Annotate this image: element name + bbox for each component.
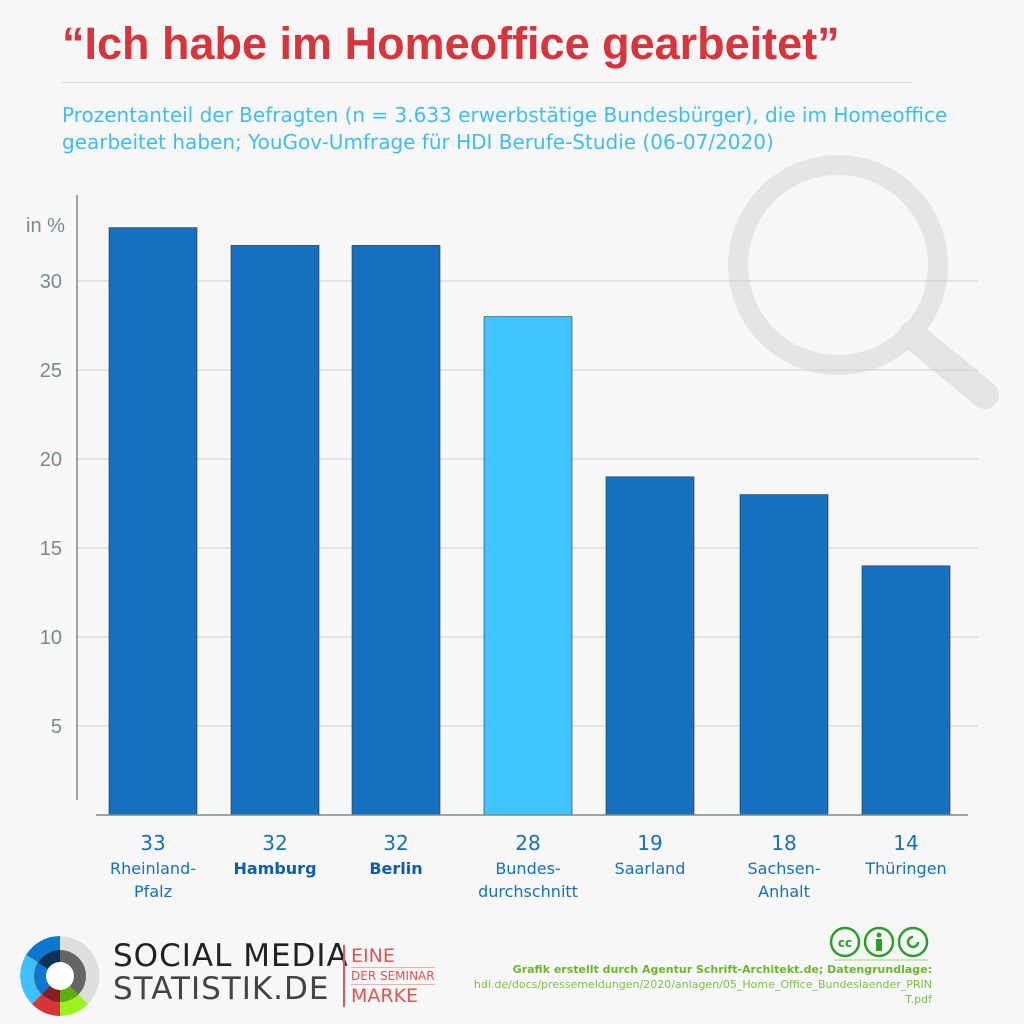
bar [861, 565, 951, 816]
value-label: 28 [515, 831, 540, 855]
bar [605, 476, 695, 816]
category-label: Pfalz [134, 882, 172, 901]
brand-name: SOCIAL MEDIA STATISTIK.DE [113, 940, 349, 1006]
cc-icon [829, 926, 861, 958]
by-icon [863, 926, 895, 958]
category-label: Bundes- [495, 859, 560, 878]
category-label: Anhalt [758, 882, 810, 901]
category-label: durchschnitt [478, 882, 578, 901]
source-link-end[interactable]: T.pdf [905, 993, 932, 1006]
y-tick-label: 30 [40, 271, 62, 293]
category-label: Thüringen [864, 859, 946, 878]
source-link[interactable]: hdi.de/docs/pressemeldungen/2020/anlagen… [473, 978, 932, 991]
seminar-brand-badge: EINE DER SEMINAR MARKE [343, 945, 435, 1007]
bar [230, 245, 320, 816]
category-label: Hamburg [233, 859, 316, 878]
chart-title: “Ich habe im Homeoffice gearbeitet” [62, 18, 840, 69]
value-label: 33 [140, 831, 165, 855]
brand-line-2: STATISTIK.DE [113, 971, 330, 1007]
y-tick-label: 25 [40, 360, 62, 382]
value-label: 18 [771, 831, 796, 855]
seminar-bottom: MARKE [351, 985, 419, 1007]
value-label: 14 [893, 831, 918, 855]
seminar-mid: DER SEMINAR [351, 967, 435, 985]
title-divider [62, 82, 912, 83]
y-axis-label: in % [26, 215, 65, 237]
y-tick-label: 10 [40, 627, 62, 649]
category-label: Sachsen- [748, 859, 821, 878]
category-label: Saarland [615, 859, 686, 878]
category-label: Berlin [369, 859, 422, 878]
magnifier-watermark-icon [728, 155, 999, 409]
seminar-top: EINE [351, 945, 395, 967]
bar [351, 245, 441, 816]
value-label: 19 [637, 831, 662, 855]
social-media-statistik-logo [20, 936, 100, 1016]
cc-license-badge: cc [829, 926, 929, 961]
y-tick-label: 15 [40, 538, 62, 560]
brand-line-1: SOCIAL MEDIA [113, 938, 349, 974]
bar-chart: 5 10 15 20 25 30 in % 33 Rheinland- Pfalz 32 Hamb… [26, 155, 999, 901]
credit-line: Grafik erstellt durch Agentur Schrift-Ar… [512, 963, 932, 976]
bar [108, 227, 198, 816]
value-label: 32 [383, 831, 408, 855]
y-tick-label: 5 [51, 716, 62, 738]
bar [739, 494, 829, 816]
chart-subtitle: Prozentanteil der Befragten (n = 3.633 e… [62, 103, 948, 154]
source-credits: Grafik erstellt durch Agentur Schrift-Ar… [474, 962, 932, 1007]
category-label: Rheinland- [110, 859, 196, 878]
y-tick-label: 20 [40, 449, 62, 471]
bar [483, 316, 573, 816]
value-label: 32 [262, 831, 287, 855]
sa-icon [897, 926, 929, 958]
svg-text:cc: cc [838, 936, 852, 950]
